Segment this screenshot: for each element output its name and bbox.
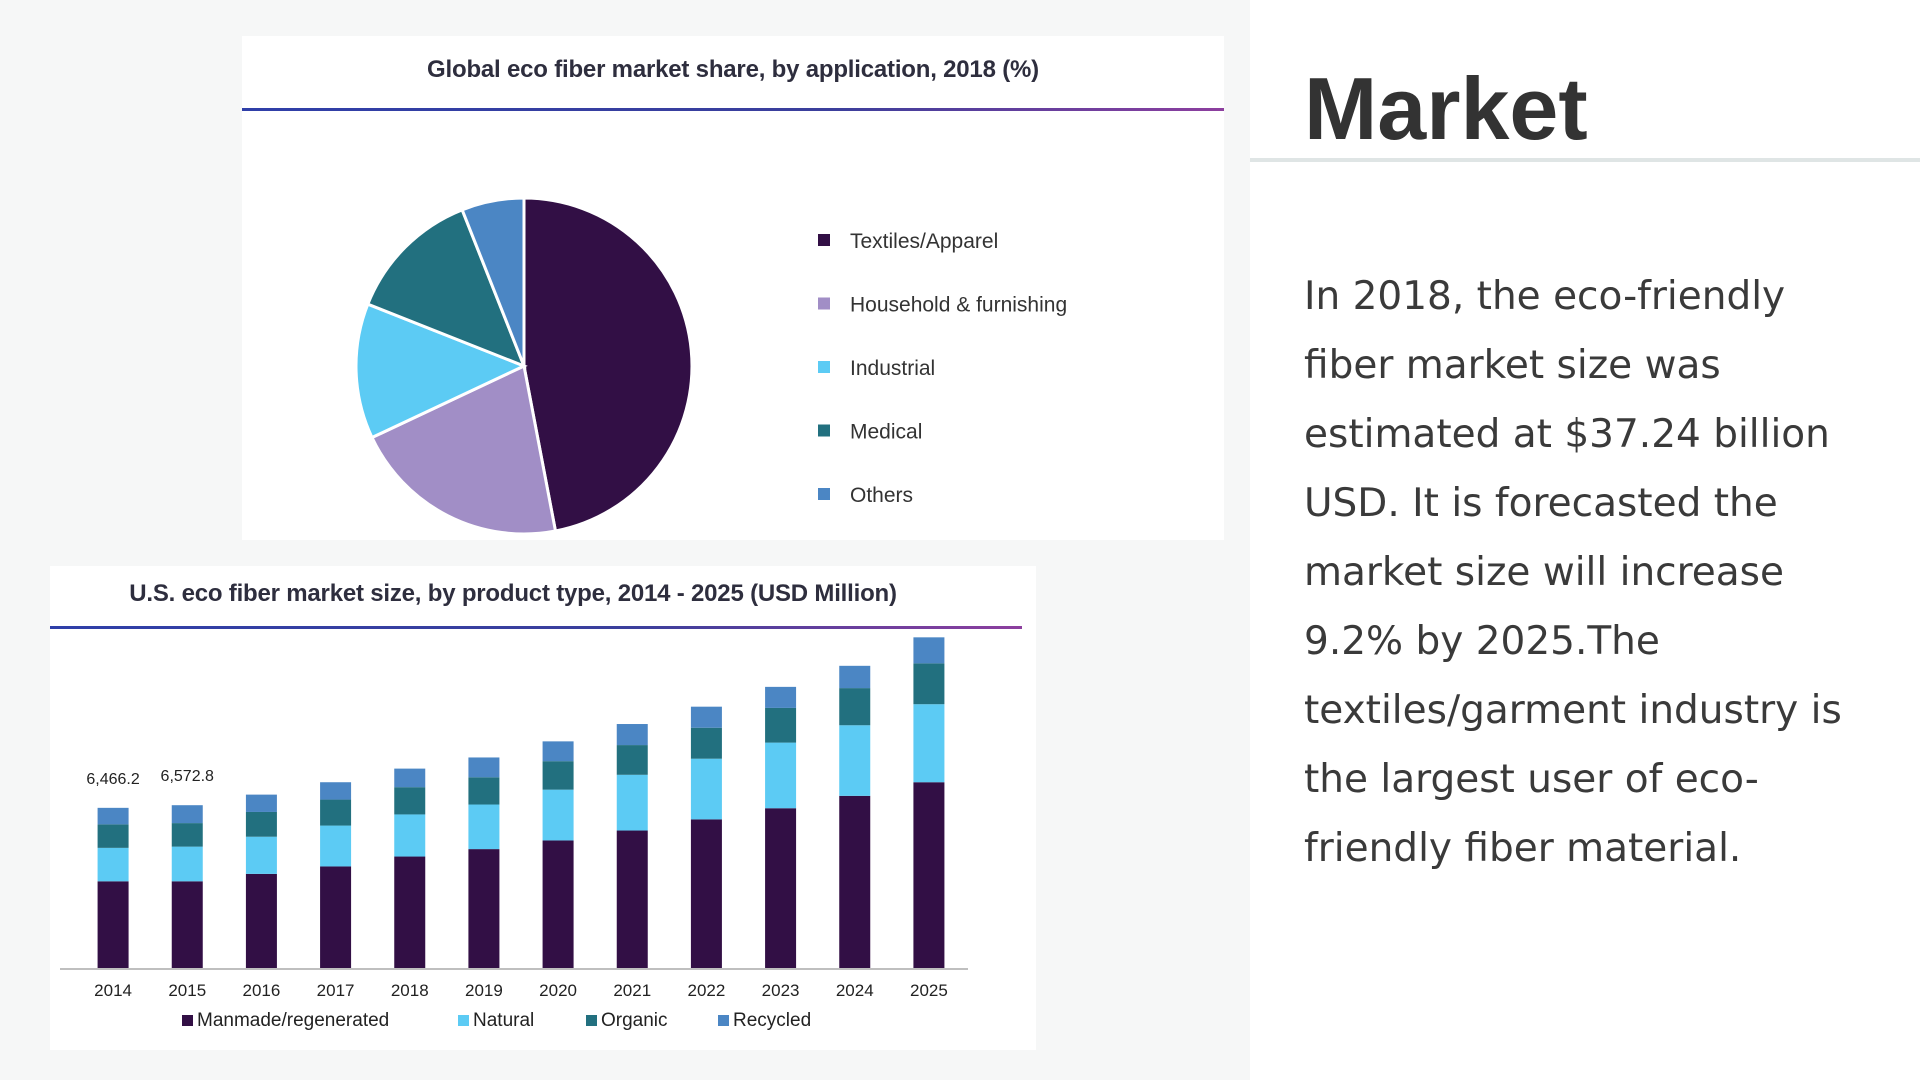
legend-swatch-medical: [818, 424, 830, 437]
bar-natural-2020: [542, 789, 574, 841]
legend-swatch-textiles-apparel: [818, 234, 830, 246]
bar-manmade-regenerated-2020: [542, 840, 574, 968]
x-tick-label-2021: 2021: [613, 981, 651, 1000]
bar-natural-2024: [839, 725, 871, 796]
bar-organic-2021: [616, 745, 648, 775]
legend-label-recycled: Recycled: [733, 1010, 811, 1031]
legend-label-textiles-apparel: Textiles/Apparel: [850, 230, 998, 253]
bar-natural-2016: [245, 836, 277, 874]
legend-swatch-household-furnishing: [818, 297, 830, 310]
bar-recycled-2023: [765, 686, 797, 708]
bar-manmade-regenerated-2024: [839, 795, 871, 968]
bar-recycled-2025: [913, 637, 945, 664]
bar-recycled-2019: [468, 757, 500, 778]
x-tick-label-2015: 2015: [168, 981, 206, 1000]
bar-natural-2018: [394, 814, 426, 857]
bar-recycled-2014: [97, 807, 129, 825]
x-tick-label-2023: 2023: [762, 981, 800, 1000]
bar-natural-2019: [468, 804, 500, 850]
pie-slice-household-furnishing: [369, 363, 558, 536]
x-tick-label-2024: 2024: [836, 981, 874, 1000]
market-description: In 2018, the eco-friendly fiber market s…: [1304, 274, 1842, 871]
x-tick-label-2022: 2022: [688, 981, 726, 1000]
bar-chart-title: U.S. eco fiber market size, by product t…: [129, 580, 897, 607]
legend-label-medical: Medical: [850, 421, 922, 444]
bar-organic-2017: [320, 799, 352, 826]
legend-swatch-organic: [586, 1015, 597, 1026]
title-divider: [1250, 158, 1920, 162]
bar-recycled-2017: [320, 782, 352, 800]
bar-natural-2025: [913, 704, 945, 783]
legend-label-organic: Organic: [601, 1010, 668, 1031]
bar-natural-2023: [765, 742, 797, 809]
bar-natural-2017: [320, 825, 352, 867]
bar-organic-2025: [913, 663, 945, 705]
bar-recycled-2021: [616, 724, 648, 746]
bar-recycled-2024: [839, 665, 871, 689]
bar-manmade-regenerated-2019: [468, 849, 500, 968]
charts-panel: Global eco fiber market share, by applic…: [50, 36, 1224, 1050]
legend-label-natural: Natural: [473, 1010, 534, 1031]
bar-natural-2015: [171, 846, 203, 882]
bar-chart: 2014 6,466.2 2015 6,572.8 2016 2017 2018 2019 20…: [60, 637, 968, 1031]
bar-recycled-2022: [690, 706, 722, 728]
bar-recycled-2016: [245, 794, 277, 812]
legend-label-others: Others: [850, 484, 913, 507]
bar-organic-2024: [839, 688, 871, 726]
legend-swatch-natural: [458, 1015, 469, 1026]
pie-chart: Textiles/Apparel Household & furnishing In…: [354, 196, 1067, 536]
x-tick-label-2020: 2020: [539, 981, 577, 1000]
bar-manmade-regenerated-2025: [913, 782, 945, 968]
bar-natural-2022: [690, 758, 722, 820]
x-tick-label-2018: 2018: [391, 981, 429, 1000]
page-title: Market: [1304, 59, 1588, 158]
pie-slice-textiles-apparel: [522, 196, 694, 533]
bar-recycled-2020: [542, 741, 574, 762]
x-tick-label-2025: 2025: [910, 981, 948, 1000]
legend-swatch-others: [818, 488, 830, 500]
bar-natural-2021: [616, 774, 648, 831]
legend-swatch-industrial: [818, 361, 830, 373]
bar-organic-2023: [765, 707, 797, 743]
bar-manmade-regenerated-2018: [394, 856, 426, 968]
bar-recycled-2015: [171, 805, 203, 824]
x-tick-label-2014: 2014: [94, 981, 132, 1000]
x-tick-label-2016: 2016: [243, 981, 281, 1000]
bar-manmade-regenerated-2014: [97, 881, 129, 968]
pie-slice-industrial: [354, 302, 528, 440]
pie-chart-title: Global eco fiber market share, by applic…: [427, 56, 1039, 83]
legend-swatch-manmade-regenerated: [182, 1015, 193, 1026]
bar-organic-2020: [542, 761, 574, 790]
legend-swatch-recycled: [718, 1015, 729, 1026]
bar-manmade-regenerated-2023: [765, 808, 797, 968]
x-tick-label-2019: 2019: [465, 981, 503, 1000]
bar-manmade-regenerated-2021: [616, 830, 648, 968]
data-label-2015: 6,572.8: [161, 768, 214, 785]
bar-title-rule: [50, 626, 1022, 629]
bar-organic-2015: [171, 823, 203, 847]
bar-natural-2014: [97, 847, 129, 882]
bar-organic-2018: [394, 787, 426, 815]
bar-organic-2016: [245, 811, 277, 837]
pie-slice-others: [460, 196, 526, 367]
bar-manmade-regenerated-2016: [245, 873, 277, 968]
bar-organic-2022: [690, 727, 722, 759]
x-tick-label-2017: 2017: [317, 981, 355, 1000]
bar-recycled-2018: [394, 768, 426, 788]
bar-chart-card: U.S. eco fiber market size, by product t…: [50, 566, 1036, 1050]
bar-organic-2014: [97, 824, 129, 848]
bar-manmade-regenerated-2017: [320, 866, 352, 968]
legend-label-industrial: Industrial: [850, 357, 935, 380]
legend-label-household-furnishing: Household & furnishing: [850, 294, 1067, 317]
pie-chart-card: Global eco fiber market share, by applic…: [242, 36, 1224, 540]
bar-organic-2019: [468, 777, 500, 805]
pie-title-rule: [242, 108, 1224, 111]
legend-label-manmade-regenerated: Manmade/regenerated: [197, 1010, 389, 1031]
data-label-2014: 6,466.2: [86, 771, 139, 788]
bar-manmade-regenerated-2022: [690, 819, 722, 968]
bar-manmade-regenerated-2015: [171, 881, 203, 968]
pie-slice-medical: [365, 207, 527, 369]
